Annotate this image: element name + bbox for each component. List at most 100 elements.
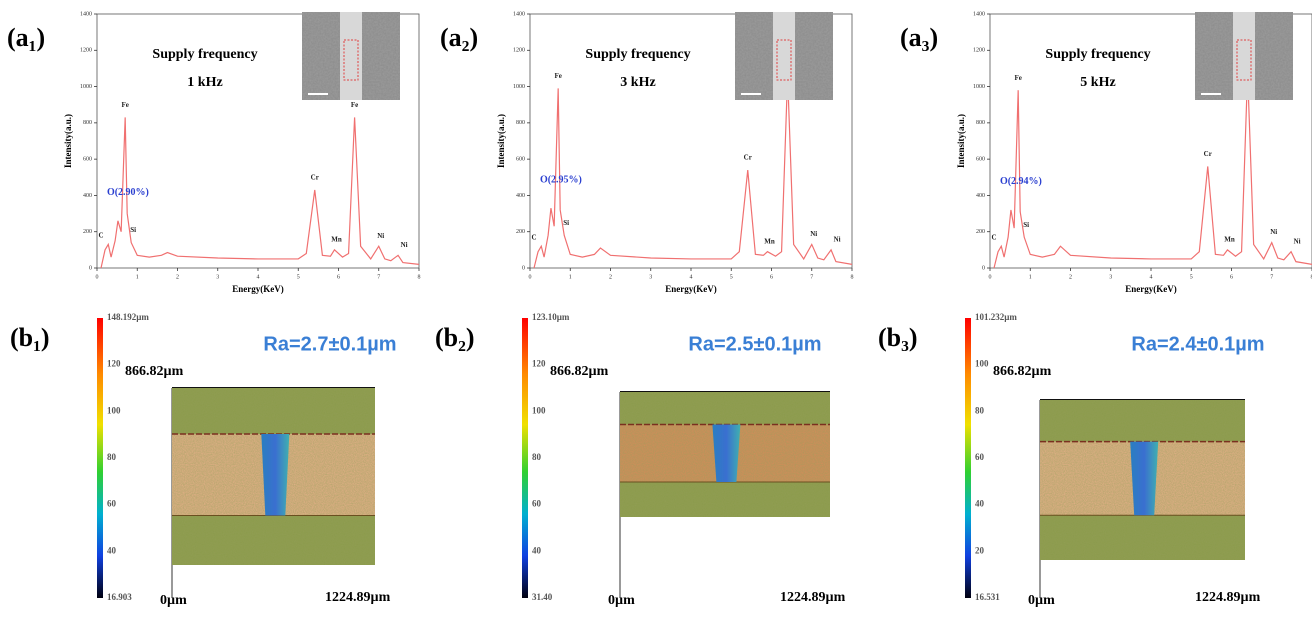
colorbar-label: 60 xyxy=(532,499,542,509)
x-tick-label: 2 xyxy=(176,274,179,280)
height-label: 866.82µm xyxy=(125,364,184,379)
chart-title: Supply frequency xyxy=(585,47,690,62)
sem-channel xyxy=(1233,12,1255,100)
x-tick-label: 7 xyxy=(1270,274,1273,280)
colorbar-label: 31.40 xyxy=(532,592,553,602)
peak-label: Si xyxy=(130,226,136,234)
x-tick-label: 2 xyxy=(609,274,612,280)
colorbar-label: 100 xyxy=(532,405,546,415)
peak-label: Ni xyxy=(834,235,841,243)
x-tick-label: 3 xyxy=(1109,274,1112,280)
colorbar-label: 16.903 xyxy=(107,592,132,602)
x-tick-label: 1 xyxy=(569,274,572,280)
sem-region xyxy=(343,39,359,81)
chart-subtitle: 1 kHz xyxy=(187,75,222,90)
panel-label: (b₃) xyxy=(878,323,918,352)
peak-label: Mn xyxy=(764,237,775,245)
roughness: Ra=2.4±0.1µm xyxy=(1131,333,1264,355)
peak-label: Ni xyxy=(1270,228,1277,236)
y-tick-label: 800 xyxy=(516,120,525,126)
y-tick-label: 600 xyxy=(516,157,525,163)
x-axis-label: Energy(KeV) xyxy=(665,284,717,294)
colorbar-label: 100 xyxy=(975,359,989,369)
colorbar-label: 40 xyxy=(975,499,985,509)
x-tick-label: 1 xyxy=(1029,274,1032,280)
peak-label: Ni xyxy=(377,232,384,240)
x-end-label: 1224.89µm xyxy=(1195,590,1261,605)
sem-channel xyxy=(773,12,795,100)
y-axis-label: Intensity(a.u.) xyxy=(63,114,73,168)
height-label: 866.82µm xyxy=(550,364,609,379)
panel-label: (a₃) xyxy=(900,23,938,52)
x-tick-label: 8 xyxy=(418,274,421,280)
y-tick-label: 400 xyxy=(83,193,92,199)
y-tick-label: 1400 xyxy=(80,11,92,17)
x-tick-label: 5 xyxy=(297,274,300,280)
peak-label: Si xyxy=(1023,221,1029,229)
trench xyxy=(712,424,741,482)
x-start-label: 0µm xyxy=(160,593,187,608)
peak-label: C xyxy=(532,233,537,241)
colorbar-label: 120 xyxy=(532,359,546,369)
colorbar-label: 80 xyxy=(975,405,985,415)
peak-label: C xyxy=(99,231,104,239)
peak-label: Ni xyxy=(810,230,817,238)
x-start-label: 0µm xyxy=(608,593,635,608)
y-tick-label: 200 xyxy=(516,229,525,235)
x-tick-label: 6 xyxy=(1230,274,1233,280)
chart-title: Supply frequency xyxy=(152,47,257,62)
x-tick-label: 4 xyxy=(257,274,260,280)
y-tick-label: 800 xyxy=(976,120,985,126)
colorbar-label: 123.10µm xyxy=(532,312,570,322)
x-tick-label: 3 xyxy=(649,274,652,280)
sem-region xyxy=(1236,39,1252,81)
x-tick-label: 7 xyxy=(377,274,380,280)
y-tick-label: 1200 xyxy=(513,48,525,54)
peak-label: Mn xyxy=(1224,235,1235,243)
peak-label: O(2.90%) xyxy=(107,187,149,198)
y-tick-label: 1000 xyxy=(973,84,985,90)
peak-label: Fe xyxy=(1014,74,1021,82)
trench xyxy=(261,434,290,516)
colorbar xyxy=(965,318,971,598)
y-tick-label: 0 xyxy=(522,265,525,271)
x-tick-label: 4 xyxy=(690,274,693,280)
y-tick-label: 600 xyxy=(976,157,985,163)
peak-label: Mn xyxy=(331,235,342,243)
x-tick-label: 4 xyxy=(1150,274,1153,280)
peak-label: O(2.95%) xyxy=(540,174,582,185)
sem-channel xyxy=(340,12,362,100)
y-tick-label: 1400 xyxy=(513,11,525,17)
panel-label: (b₂) xyxy=(435,323,475,352)
y-axis-label: Intensity(a.u.) xyxy=(496,114,506,168)
colorbar-label: 80 xyxy=(532,452,542,462)
chart-title: Supply frequency xyxy=(1045,47,1150,62)
peak-label: Cr xyxy=(311,174,319,182)
colorbar xyxy=(97,318,103,598)
y-tick-label: 200 xyxy=(83,229,92,235)
roughness: Ra=2.7±0.1µm xyxy=(263,333,396,355)
x-tick-label: 5 xyxy=(1190,274,1193,280)
roughness: Ra=2.5±0.1µm xyxy=(688,333,821,355)
x-tick-label: 6 xyxy=(770,274,773,280)
colorbar-label: 20 xyxy=(975,545,985,555)
x-axis-label: Energy(KeV) xyxy=(232,284,284,294)
x-tick-label: 7 xyxy=(810,274,813,280)
peak-label: Fe xyxy=(554,72,561,80)
colorbar-label: 16.531 xyxy=(975,592,1000,602)
y-tick-label: 400 xyxy=(516,193,525,199)
peak-label: Fe xyxy=(351,101,358,109)
x-tick-label: 5 xyxy=(730,274,733,280)
panel-label: (b₁) xyxy=(10,323,50,352)
colorbar-label: 120 xyxy=(107,359,121,369)
spectrum-line xyxy=(533,75,853,269)
y-tick-label: 1400 xyxy=(973,11,985,17)
y-tick-label: 400 xyxy=(976,193,985,199)
chart-subtitle: 3 kHz xyxy=(620,75,655,90)
y-tick-label: 1000 xyxy=(80,84,92,90)
peak-label: Si xyxy=(563,219,569,227)
peak-label: Fe xyxy=(121,101,128,109)
colorbar-label: 100 xyxy=(107,405,121,415)
colorbar xyxy=(522,318,528,598)
